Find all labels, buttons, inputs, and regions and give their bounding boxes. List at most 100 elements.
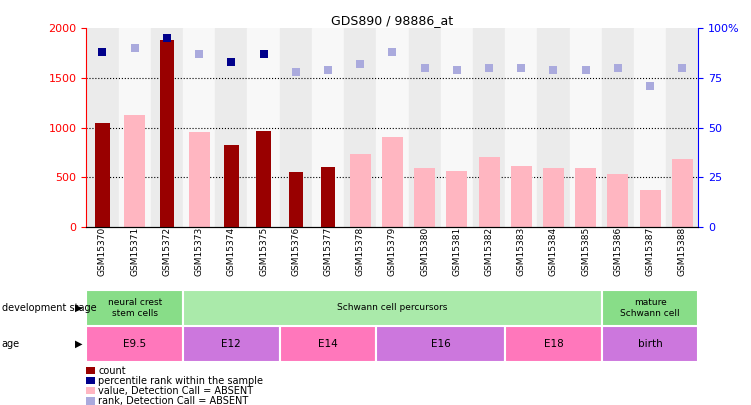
Text: GSM15382: GSM15382 — [484, 227, 493, 276]
Bar — [608, 174, 629, 227]
Text: value, Detection Call = ABSENT: value, Detection Call = ABSENT — [98, 386, 254, 396]
Bar — [321, 167, 335, 227]
Point — [547, 67, 559, 73]
Bar — [575, 168, 596, 227]
Point — [354, 61, 366, 67]
Bar — [344, 28, 376, 227]
Text: GSM15373: GSM15373 — [195, 227, 204, 276]
Bar — [224, 145, 239, 227]
Text: mature
Schwann cell: mature Schwann cell — [620, 298, 680, 318]
Text: E18: E18 — [544, 339, 563, 349]
Text: GSM15383: GSM15383 — [517, 227, 526, 276]
Bar — [86, 28, 119, 227]
Text: GSM15378: GSM15378 — [356, 227, 365, 276]
Text: GSM15379: GSM15379 — [388, 227, 397, 276]
Bar — [119, 28, 151, 227]
Bar — [376, 28, 409, 227]
Bar — [543, 168, 564, 227]
Point — [612, 65, 624, 71]
Text: GSM15372: GSM15372 — [162, 227, 171, 276]
Text: GSM15377: GSM15377 — [324, 227, 333, 276]
Point — [644, 83, 656, 89]
Bar — [350, 154, 371, 227]
Bar — [640, 190, 661, 227]
Point — [128, 45, 140, 51]
Text: GSM15385: GSM15385 — [581, 227, 590, 276]
Bar — [279, 28, 312, 227]
Text: GSM15384: GSM15384 — [549, 227, 558, 276]
Bar — [446, 171, 467, 227]
Text: GSM15371: GSM15371 — [130, 227, 139, 276]
Text: Schwann cell percursors: Schwann cell percursors — [337, 303, 448, 312]
Bar — [414, 168, 435, 227]
Point — [386, 49, 398, 55]
Bar — [189, 132, 210, 227]
Text: E9.5: E9.5 — [123, 339, 146, 349]
Point — [451, 67, 463, 73]
Bar — [376, 326, 505, 362]
Bar — [505, 28, 538, 227]
Bar — [151, 28, 183, 227]
Text: ▶: ▶ — [75, 303, 83, 313]
Bar — [183, 326, 279, 362]
Text: GSM15370: GSM15370 — [98, 227, 107, 276]
Point — [418, 65, 430, 71]
Bar — [160, 40, 174, 227]
Bar — [409, 28, 441, 227]
Text: rank, Detection Call = ABSENT: rank, Detection Call = ABSENT — [98, 396, 249, 405]
Bar — [247, 28, 279, 227]
Point — [193, 51, 205, 58]
Text: count: count — [98, 366, 126, 375]
Bar — [124, 115, 145, 227]
Bar — [256, 130, 271, 227]
Text: E16: E16 — [431, 339, 451, 349]
Text: GSM15387: GSM15387 — [646, 227, 655, 276]
Text: GSM15376: GSM15376 — [291, 227, 300, 276]
Point — [161, 35, 173, 42]
Bar — [279, 326, 376, 362]
Bar — [312, 28, 344, 227]
Text: E14: E14 — [318, 339, 338, 349]
Point — [258, 51, 270, 58]
Point — [483, 65, 495, 71]
Bar — [288, 172, 303, 227]
Point — [515, 65, 527, 71]
Point — [290, 69, 302, 75]
Bar — [183, 290, 602, 326]
Bar — [95, 123, 110, 227]
Bar — [473, 28, 505, 227]
Text: GSM15386: GSM15386 — [614, 227, 623, 276]
Bar — [505, 326, 602, 362]
Bar — [86, 290, 183, 326]
Bar — [602, 28, 634, 227]
Bar — [478, 158, 499, 227]
Text: GSM15381: GSM15381 — [452, 227, 461, 276]
Bar — [511, 166, 532, 227]
Title: GDS890 / 98886_at: GDS890 / 98886_at — [331, 14, 454, 27]
Bar — [441, 28, 473, 227]
Text: GSM15375: GSM15375 — [259, 227, 268, 276]
Bar — [602, 326, 698, 362]
Point — [96, 49, 108, 55]
Text: GSM15388: GSM15388 — [678, 227, 687, 276]
Text: birth: birth — [638, 339, 662, 349]
Text: age: age — [2, 339, 20, 349]
Bar — [86, 326, 183, 362]
Text: ▶: ▶ — [75, 339, 83, 349]
Text: development stage: development stage — [2, 303, 96, 313]
Text: GSM15380: GSM15380 — [420, 227, 429, 276]
Text: E12: E12 — [222, 339, 241, 349]
Bar — [569, 28, 602, 227]
Bar — [216, 28, 247, 227]
Point — [322, 67, 334, 73]
Bar — [538, 28, 569, 227]
Text: percentile rank within the sample: percentile rank within the sample — [98, 376, 264, 386]
Bar — [602, 290, 698, 326]
Bar — [634, 28, 666, 227]
Text: GSM15374: GSM15374 — [227, 227, 236, 276]
Point — [580, 67, 592, 73]
Bar — [382, 136, 403, 227]
Point — [225, 59, 237, 65]
Bar — [672, 159, 692, 227]
Bar — [183, 28, 216, 227]
